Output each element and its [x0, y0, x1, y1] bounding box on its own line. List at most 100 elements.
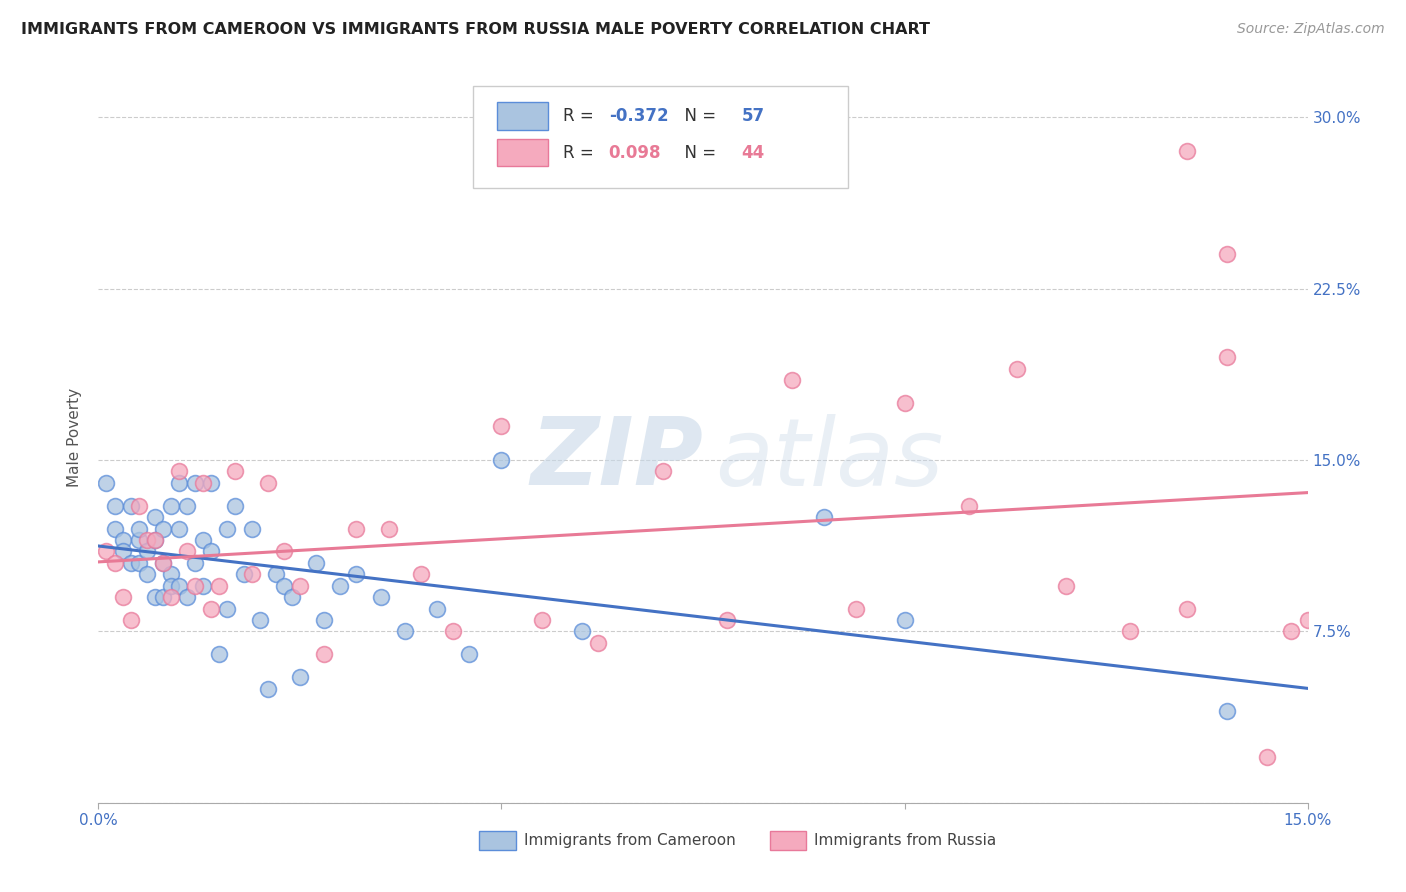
Point — [232, 567, 254, 582]
Point — [491, 453, 513, 467]
Point — [426, 601, 449, 615]
Point — [1216, 350, 1239, 364]
Text: -0.372: -0.372 — [609, 107, 668, 125]
Point — [458, 647, 481, 661]
Point — [1175, 145, 1198, 159]
Point — [586, 636, 609, 650]
Point — [314, 613, 336, 627]
Point — [111, 533, 134, 547]
Point — [103, 556, 125, 570]
Point — [120, 613, 142, 627]
Point — [111, 590, 134, 604]
Point — [160, 567, 183, 582]
Point — [344, 567, 367, 582]
Point — [264, 567, 287, 582]
Point — [135, 567, 157, 582]
Point — [1119, 624, 1142, 639]
FancyBboxPatch shape — [498, 102, 548, 130]
FancyBboxPatch shape — [769, 831, 806, 850]
Y-axis label: Male Poverty: Male Poverty — [67, 387, 83, 487]
Point — [957, 499, 980, 513]
Text: 57: 57 — [742, 107, 765, 125]
Point — [288, 670, 311, 684]
Point — [160, 590, 183, 604]
Point — [200, 601, 222, 615]
Point — [893, 396, 915, 410]
Text: R =: R = — [562, 107, 599, 125]
Point — [184, 475, 207, 490]
Text: IMMIGRANTS FROM CAMEROON VS IMMIGRANTS FROM RUSSIA MALE POVERTY CORRELATION CHAR: IMMIGRANTS FROM CAMEROON VS IMMIGRANTS F… — [21, 22, 931, 37]
Point — [167, 464, 190, 478]
Point — [176, 544, 198, 558]
Point — [1281, 624, 1303, 639]
Point — [1054, 579, 1077, 593]
Point — [111, 544, 134, 558]
Point — [160, 499, 183, 513]
Point — [1175, 601, 1198, 615]
Point — [813, 510, 835, 524]
FancyBboxPatch shape — [474, 86, 848, 188]
Point — [184, 556, 207, 570]
Text: ZIP: ZIP — [530, 413, 703, 505]
Point — [103, 499, 125, 513]
Point — [409, 567, 432, 582]
Point — [224, 499, 246, 513]
FancyBboxPatch shape — [498, 138, 548, 167]
Point — [96, 475, 118, 490]
Point — [128, 521, 150, 535]
Point — [217, 601, 239, 615]
Point — [1256, 750, 1278, 764]
Point — [780, 373, 803, 387]
Point — [96, 544, 118, 558]
Point — [1007, 361, 1029, 376]
Point — [152, 590, 174, 604]
Point — [143, 590, 166, 604]
Point — [208, 647, 231, 661]
Point — [103, 521, 125, 535]
Point — [530, 613, 553, 627]
Point — [281, 590, 304, 604]
Point — [152, 556, 174, 570]
Point — [167, 475, 190, 490]
Point — [1216, 705, 1239, 719]
Point — [128, 556, 150, 570]
Point — [491, 418, 513, 433]
Point — [305, 556, 328, 570]
Point — [152, 556, 174, 570]
Point — [329, 579, 352, 593]
Point — [135, 533, 157, 547]
Point — [200, 544, 222, 558]
Point — [273, 544, 295, 558]
Point — [143, 533, 166, 547]
Text: N =: N = — [673, 107, 721, 125]
Point — [240, 567, 263, 582]
Point — [344, 521, 367, 535]
Point — [193, 579, 215, 593]
Point — [249, 613, 271, 627]
Point — [193, 533, 215, 547]
Point — [377, 521, 399, 535]
Point — [160, 579, 183, 593]
Point — [167, 521, 190, 535]
Text: Immigrants from Russia: Immigrants from Russia — [814, 833, 997, 848]
Point — [143, 510, 166, 524]
Text: atlas: atlas — [716, 414, 943, 505]
Point — [240, 521, 263, 535]
Point — [143, 533, 166, 547]
Point — [1216, 247, 1239, 261]
Point — [217, 521, 239, 535]
Point — [273, 579, 295, 593]
Point — [1296, 613, 1319, 627]
Point — [893, 613, 915, 627]
Text: 0.098: 0.098 — [609, 144, 661, 161]
Text: N =: N = — [673, 144, 721, 161]
Text: Immigrants from Cameroon: Immigrants from Cameroon — [524, 833, 735, 848]
Text: Source: ZipAtlas.com: Source: ZipAtlas.com — [1237, 22, 1385, 37]
Point — [152, 521, 174, 535]
Point — [176, 590, 198, 604]
Point — [184, 579, 207, 593]
Point — [256, 475, 278, 490]
Point — [208, 579, 231, 593]
Point — [224, 464, 246, 478]
Point — [716, 613, 738, 627]
